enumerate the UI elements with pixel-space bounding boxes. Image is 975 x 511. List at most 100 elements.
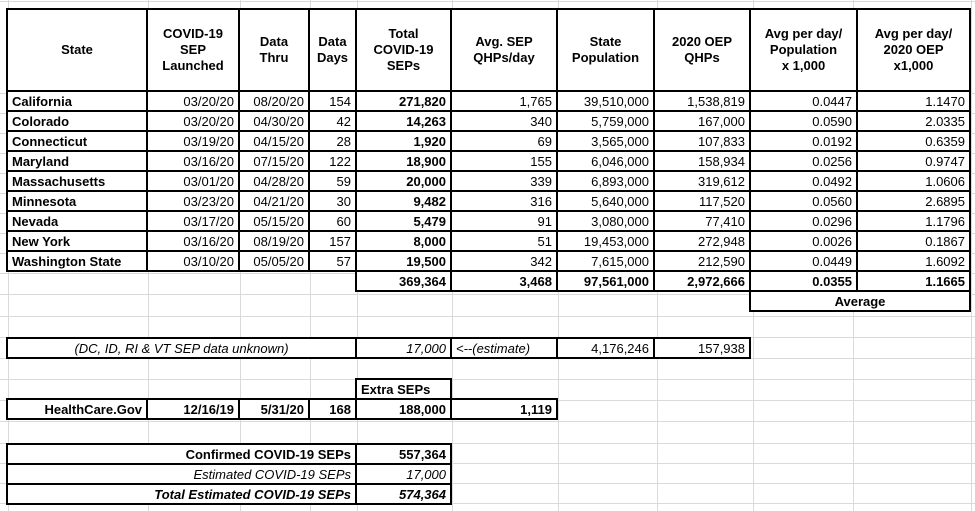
average-label[interactable]: Average bbox=[749, 290, 971, 312]
cell-state[interactable]: Maryland bbox=[6, 150, 148, 172]
cell-total-seps[interactable]: 271,820 bbox=[355, 90, 452, 112]
cell-data-thru[interactable]: 04/30/20 bbox=[238, 110, 310, 132]
cell-avg-sep-qhps-day[interactable]: 1,765 bbox=[450, 90, 558, 112]
cell-data-days[interactable]: 30 bbox=[308, 190, 357, 212]
cell-population[interactable]: 6,046,000 bbox=[556, 150, 655, 172]
totals-population[interactable]: 97,561,000 bbox=[556, 270, 655, 292]
cell-avg-sep-qhps-day[interactable]: 91 bbox=[450, 210, 558, 232]
cell-launched[interactable]: 03/16/20 bbox=[146, 230, 240, 252]
healthcare-gov-total-seps[interactable]: 188,000 bbox=[355, 398, 452, 420]
cell-state[interactable]: Connecticut bbox=[6, 130, 148, 152]
total-estimated-seps-label[interactable]: Total Estimated COVID-19 SEPs bbox=[6, 483, 357, 505]
cell-data-thru[interactable]: 05/15/20 bbox=[238, 210, 310, 232]
healthcare-gov-data-thru[interactable]: 5/31/20 bbox=[238, 398, 310, 420]
cell-state[interactable]: Washington State bbox=[6, 250, 148, 272]
cell-oep-qhps[interactable]: 77,410 bbox=[653, 210, 751, 232]
cell-avg-per-pop[interactable]: 0.0256 bbox=[749, 150, 858, 172]
cell-oep-qhps[interactable]: 117,520 bbox=[653, 190, 751, 212]
cell-data-thru[interactable]: 08/19/20 bbox=[238, 230, 310, 252]
cell-data-thru[interactable]: 04/21/20 bbox=[238, 190, 310, 212]
cell-data-days[interactable]: 154 bbox=[308, 90, 357, 112]
cell-population[interactable]: 19,453,000 bbox=[556, 230, 655, 252]
col-header-data-thru[interactable]: Data Thru bbox=[238, 8, 310, 92]
estimated-seps-label[interactable]: Estimated COVID-19 SEPs bbox=[6, 463, 357, 485]
healthcare-gov-name[interactable]: HealthCare.Gov bbox=[6, 398, 148, 420]
cell-launched[interactable]: 03/10/20 bbox=[146, 250, 240, 272]
estimate-population[interactable]: 4,176,246 bbox=[556, 337, 655, 359]
cell-data-days[interactable]: 57 bbox=[308, 250, 357, 272]
cell-state[interactable]: California bbox=[6, 90, 148, 112]
cell-launched[interactable]: 03/20/20 bbox=[146, 110, 240, 132]
cell-avg-per-oep[interactable]: 0.9747 bbox=[856, 150, 971, 172]
cell-data-days[interactable]: 60 bbox=[308, 210, 357, 232]
cell-state[interactable]: Massachusetts bbox=[6, 170, 148, 192]
cell-oep-qhps[interactable]: 107,833 bbox=[653, 130, 751, 152]
cell-avg-sep-qhps-day[interactable]: 155 bbox=[450, 150, 558, 172]
cell-avg-per-oep[interactable]: 2.0335 bbox=[856, 110, 971, 132]
totals-total-seps[interactable]: 369,364 bbox=[355, 270, 452, 292]
healthcare-gov-launched[interactable]: 12/16/19 bbox=[146, 398, 240, 420]
cell-oep-qhps[interactable]: 319,612 bbox=[653, 170, 751, 192]
cell-avg-per-oep[interactable]: 1.1470 bbox=[856, 90, 971, 112]
cell-state[interactable]: Colorado bbox=[6, 110, 148, 132]
cell-data-thru[interactable]: 07/15/20 bbox=[238, 150, 310, 172]
cell-avg-per-pop[interactable]: 0.0192 bbox=[749, 130, 858, 152]
cell-avg-per-pop[interactable]: 0.0449 bbox=[749, 250, 858, 272]
cell-avg-per-oep[interactable]: 0.1867 bbox=[856, 230, 971, 252]
cell-state[interactable]: New York bbox=[6, 230, 148, 252]
cell-oep-qhps[interactable]: 212,590 bbox=[653, 250, 751, 272]
cell-data-days[interactable]: 59 bbox=[308, 170, 357, 192]
cell-launched[interactable]: 03/01/20 bbox=[146, 170, 240, 192]
cell-avg-per-pop[interactable]: 0.0590 bbox=[749, 110, 858, 132]
col-header-avg-per-oep[interactable]: Avg per day/ 2020 OEP x1,000 bbox=[856, 8, 971, 92]
cell-launched[interactable]: 03/17/20 bbox=[146, 210, 240, 232]
cell-avg-per-pop[interactable]: 0.0560 bbox=[749, 190, 858, 212]
col-header-data-days[interactable]: Data Days bbox=[308, 8, 357, 92]
cell-oep-qhps[interactable]: 272,948 bbox=[653, 230, 751, 252]
cell-population[interactable]: 3,080,000 bbox=[556, 210, 655, 232]
cell-avg-sep-qhps-day[interactable]: 316 bbox=[450, 190, 558, 212]
cell-avg-per-pop[interactable]: 0.0447 bbox=[749, 90, 858, 112]
healthcare-gov-data-days[interactable]: 168 bbox=[308, 398, 357, 420]
estimate-oep-qhps[interactable]: 157,938 bbox=[653, 337, 751, 359]
col-header-avg-sep-qhps[interactable]: Avg. SEP QHPs/day bbox=[450, 8, 558, 92]
healthcare-gov-avg-qhps[interactable]: 1,119 bbox=[450, 398, 558, 420]
col-header-avg-per-pop[interactable]: Avg per day/ Population x 1,000 bbox=[749, 8, 858, 92]
totals-avg-per-oep[interactable]: 1.1665 bbox=[856, 270, 971, 292]
total-estimated-seps-value[interactable]: 574,364 bbox=[355, 483, 452, 505]
cell-avg-sep-qhps-day[interactable]: 339 bbox=[450, 170, 558, 192]
cell-launched[interactable]: 03/20/20 bbox=[146, 90, 240, 112]
cell-launched[interactable]: 03/23/20 bbox=[146, 190, 240, 212]
cell-total-seps[interactable]: 14,263 bbox=[355, 110, 452, 132]
cell-data-thru[interactable]: 05/05/20 bbox=[238, 250, 310, 272]
cell-avg-per-pop[interactable]: 0.0492 bbox=[749, 170, 858, 192]
cell-avg-sep-qhps-day[interactable]: 51 bbox=[450, 230, 558, 252]
extra-seps-header[interactable]: Extra SEPs bbox=[355, 378, 452, 400]
cell-total-seps[interactable]: 9,482 bbox=[355, 190, 452, 212]
confirmed-seps-label[interactable]: Confirmed COVID-19 SEPs bbox=[6, 443, 357, 465]
totals-avg-per-pop[interactable]: 0.0355 bbox=[749, 270, 858, 292]
cell-avg-per-oep[interactable]: 1.6092 bbox=[856, 250, 971, 272]
confirmed-seps-value[interactable]: 557,364 bbox=[355, 443, 452, 465]
cell-data-days[interactable]: 42 bbox=[308, 110, 357, 132]
cell-population[interactable]: 3,565,000 bbox=[556, 130, 655, 152]
col-header-sep-launched[interactable]: COVID-19 SEP Launched bbox=[146, 8, 240, 92]
cell-state[interactable]: Minnesota bbox=[6, 190, 148, 212]
cell-oep-qhps[interactable]: 167,000 bbox=[653, 110, 751, 132]
col-header-oep-qhps[interactable]: 2020 OEP QHPs bbox=[653, 8, 751, 92]
estimate-note[interactable]: (DC, ID, RI & VT SEP data unknown) bbox=[6, 337, 357, 359]
cell-oep-qhps[interactable]: 1,538,819 bbox=[653, 90, 751, 112]
cell-data-days[interactable]: 28 bbox=[308, 130, 357, 152]
cell-avg-per-oep[interactable]: 1.1796 bbox=[856, 210, 971, 232]
estimate-arrow-note[interactable]: <--(estimate) bbox=[450, 337, 558, 359]
cell-avg-per-pop[interactable]: 0.0296 bbox=[749, 210, 858, 232]
cell-data-thru[interactable]: 04/28/20 bbox=[238, 170, 310, 192]
cell-state[interactable]: Nevada bbox=[6, 210, 148, 232]
cell-population[interactable]: 6,893,000 bbox=[556, 170, 655, 192]
cell-total-seps[interactable]: 1,920 bbox=[355, 130, 452, 152]
cell-total-seps[interactable]: 8,000 bbox=[355, 230, 452, 252]
cell-data-days[interactable]: 122 bbox=[308, 150, 357, 172]
estimated-seps-value[interactable]: 17,000 bbox=[355, 463, 452, 485]
cell-population[interactable]: 7,615,000 bbox=[556, 250, 655, 272]
cell-population[interactable]: 39,510,000 bbox=[556, 90, 655, 112]
